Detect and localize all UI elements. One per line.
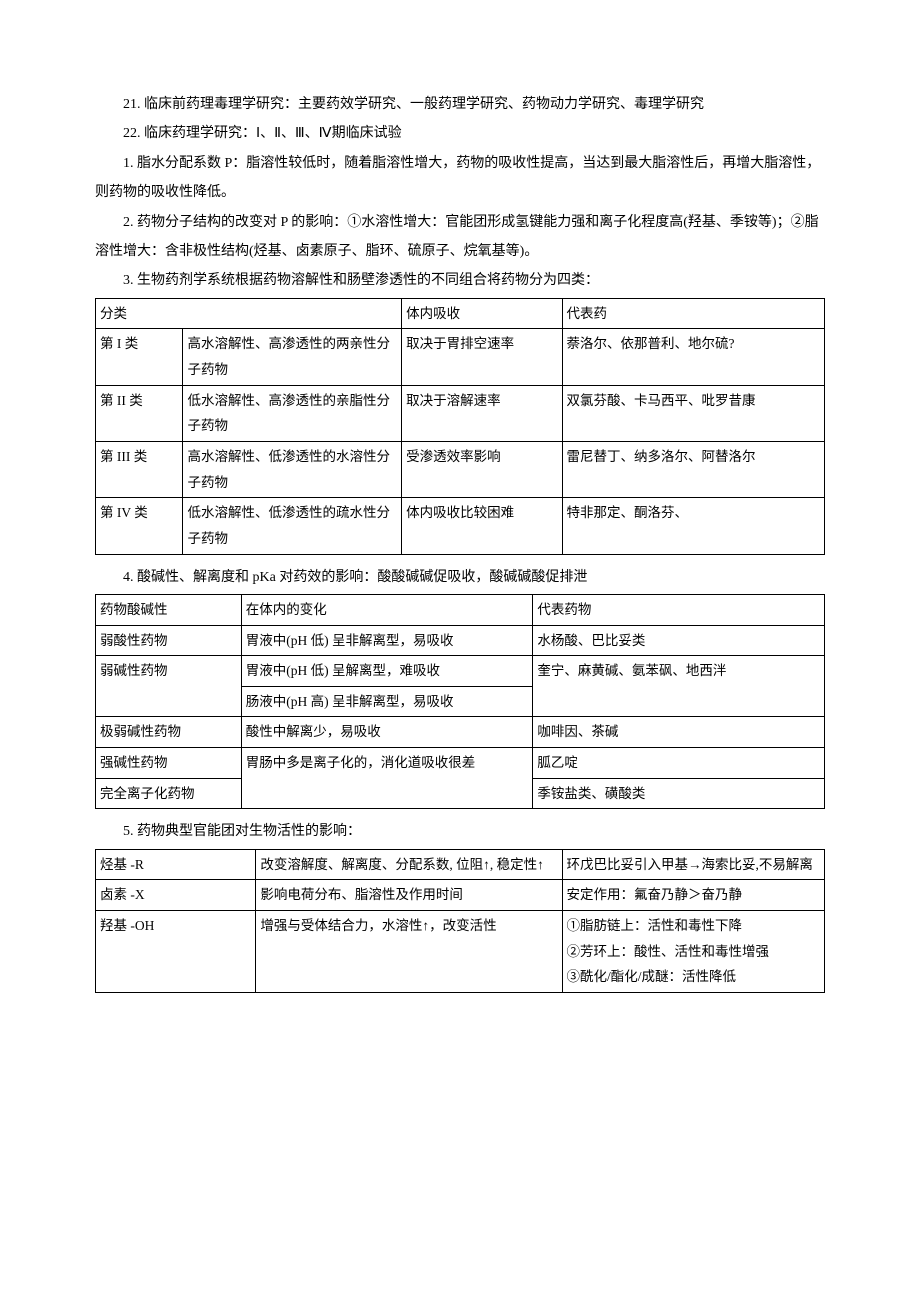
table-cell: 水杨酸、巴比妥类 — [533, 625, 825, 656]
paragraph-22: 22. 临床药理学研究：Ⅰ、Ⅱ、Ⅲ、Ⅳ期临床试验 — [95, 119, 825, 148]
table-cell: 胃液中(pH 低) 呈非解离型，易吸收 — [241, 625, 533, 656]
table-cell: 胍乙啶 — [533, 748, 825, 779]
table-row: 强碱性药物 胃肠中多是离子化的，消化道吸收很差 胍乙啶 — [96, 748, 825, 779]
table-cell: 肠液中(pH 高) 呈非解离型，易吸收 — [241, 686, 533, 717]
paragraph-4: 4. 酸碱性、解离度和 pKa 对药效的影响：酸酸碱碱促吸收，酸碱碱酸促排泄 — [95, 563, 825, 592]
table-cell: 第 II 类 — [96, 385, 183, 441]
table-header-cell: 药物酸碱性 — [96, 594, 242, 625]
table-cell: 雷尼替丁、纳多洛尔、阿替洛尔 — [562, 441, 824, 497]
table-cell: ①脂肪链上：活性和毒性下降 ②芳环上：酸性、活性和毒性增强 ③酰化/酯化/成醚：… — [562, 911, 824, 993]
table-cell: 第 IV 类 — [96, 498, 183, 554]
table-cell: 卤素 -X — [96, 880, 256, 911]
table-row: 第 III 类 高水溶解性、低渗透性的水溶性分子药物 受渗透效率影响 雷尼替丁、… — [96, 441, 825, 497]
table-cell: 萘洛尔、依那普利、地尔硫? — [562, 329, 824, 385]
table-cell: 胃液中(pH 低) 呈解离型，难吸收 — [241, 656, 533, 687]
table-cell: 受渗透效率影响 — [402, 441, 562, 497]
table-cell: 低水溶解性、高渗透性的亲脂性分子药物 — [183, 385, 402, 441]
table-cell: 强碱性药物 — [96, 748, 242, 779]
table-cell: 体内吸收比较困难 — [402, 498, 562, 554]
table-cell: 环戊巴比妥引入甲基→海索比妥,不易解离 — [562, 849, 824, 880]
table-biopharm-classification: 分类 体内吸收 代表药 第 I 类 高水溶解性、高渗透性的两亲性分子药物 取决于… — [95, 298, 825, 555]
table-cell: 弱碱性药物 — [96, 656, 242, 717]
table-header-cell: 分类 — [96, 298, 402, 329]
table-cell: 烃基 -R — [96, 849, 256, 880]
table-row: 羟基 -OH 增强与受体结合力，水溶性↑，改变活性 ①脂肪链上：活性和毒性下降 … — [96, 911, 825, 993]
table-cell: 增强与受体结合力，水溶性↑，改变活性 — [256, 911, 562, 993]
table-cell: 影响电荷分布、脂溶性及作用时间 — [256, 880, 562, 911]
table-cell: 特非那定、酮洛芬、 — [562, 498, 824, 554]
table-cell: 季铵盐类、磺酸类 — [533, 778, 825, 809]
table-row: 分类 体内吸收 代表药 — [96, 298, 825, 329]
table-cell: 极弱碱性药物 — [96, 717, 242, 748]
table-cell: 第 I 类 — [96, 329, 183, 385]
table-header-cell: 代表药物 — [533, 594, 825, 625]
table-cell: 取决于胃排空速率 — [402, 329, 562, 385]
table-cell: 第 III 类 — [96, 441, 183, 497]
table-cell: 完全离子化药物 — [96, 778, 242, 809]
table-cell: 咖啡因、茶碱 — [533, 717, 825, 748]
table-cell: 酸性中解离少，易吸收 — [241, 717, 533, 748]
paragraph-2: 2. 药物分子结构的改变对 P 的影响：①水溶性增大：官能团形成氢键能力强和离子… — [95, 208, 825, 267]
table-cell: 高水溶解性、低渗透性的水溶性分子药物 — [183, 441, 402, 497]
paragraph-3: 3. 生物药剂学系统根据药物溶解性和肠壁渗透性的不同组合将药物分为四类： — [95, 266, 825, 295]
table-functional-groups: 烃基 -R 改变溶解度、解离度、分配系数, 位阻↑, 稳定性↑ 环戊巴比妥引入甲… — [95, 849, 825, 993]
table-cell: 双氯芬酸、卡马西平、吡罗昔康 — [562, 385, 824, 441]
paragraph-21: 21. 临床前药理毒理学研究：主要药效学研究、一般药理学研究、药物动力学研究、毒… — [95, 90, 825, 119]
table-row: 第 I 类 高水溶解性、高渗透性的两亲性分子药物 取决于胃排空速率 萘洛尔、依那… — [96, 329, 825, 385]
table-header-cell: 体内吸收 — [402, 298, 562, 329]
table-header-cell: 代表药 — [562, 298, 824, 329]
table-cell: 取决于溶解速率 — [402, 385, 562, 441]
table-header-cell: 在体内的变化 — [241, 594, 533, 625]
paragraph-1: 1. 脂水分配系数 P：脂溶性较低时，随着脂溶性增大，药物的吸收性提高，当达到最… — [95, 149, 825, 208]
table-cell: 低水溶解性、低渗透性的疏水性分子药物 — [183, 498, 402, 554]
table-row: 弱碱性药物 胃液中(pH 低) 呈解离型，难吸收 奎宁、麻黄碱、氨苯砜、地西泮 — [96, 656, 825, 687]
table-row: 第 IV 类 低水溶解性、低渗透性的疏水性分子药物 体内吸收比较困难 特非那定、… — [96, 498, 825, 554]
table-cell: 高水溶解性、高渗透性的两亲性分子药物 — [183, 329, 402, 385]
table-cell: 安定作用：氟奋乃静＞奋乃静 — [562, 880, 824, 911]
table-cell: 胃肠中多是离子化的，消化道吸收很差 — [241, 748, 533, 809]
table-cell: 改变溶解度、解离度、分配系数, 位阻↑, 稳定性↑ — [256, 849, 562, 880]
table-cell: 奎宁、麻黄碱、氨苯砜、地西泮 — [533, 656, 825, 717]
table-cell: 弱酸性药物 — [96, 625, 242, 656]
table-row: 药物酸碱性 在体内的变化 代表药物 — [96, 594, 825, 625]
table-row: 弱酸性药物 胃液中(pH 低) 呈非解离型，易吸收 水杨酸、巴比妥类 — [96, 625, 825, 656]
table-row: 卤素 -X 影响电荷分布、脂溶性及作用时间 安定作用：氟奋乃静＞奋乃静 — [96, 880, 825, 911]
paragraph-5: 5. 药物典型官能团对生物活性的影响： — [95, 817, 825, 846]
table-acidity-effect: 药物酸碱性 在体内的变化 代表药物 弱酸性药物 胃液中(pH 低) 呈非解离型，… — [95, 594, 825, 809]
table-row: 烃基 -R 改变溶解度、解离度、分配系数, 位阻↑, 稳定性↑ 环戊巴比妥引入甲… — [96, 849, 825, 880]
table-row: 极弱碱性药物 酸性中解离少，易吸收 咖啡因、茶碱 — [96, 717, 825, 748]
table-cell: 羟基 -OH — [96, 911, 256, 993]
table-row: 第 II 类 低水溶解性、高渗透性的亲脂性分子药物 取决于溶解速率 双氯芬酸、卡… — [96, 385, 825, 441]
